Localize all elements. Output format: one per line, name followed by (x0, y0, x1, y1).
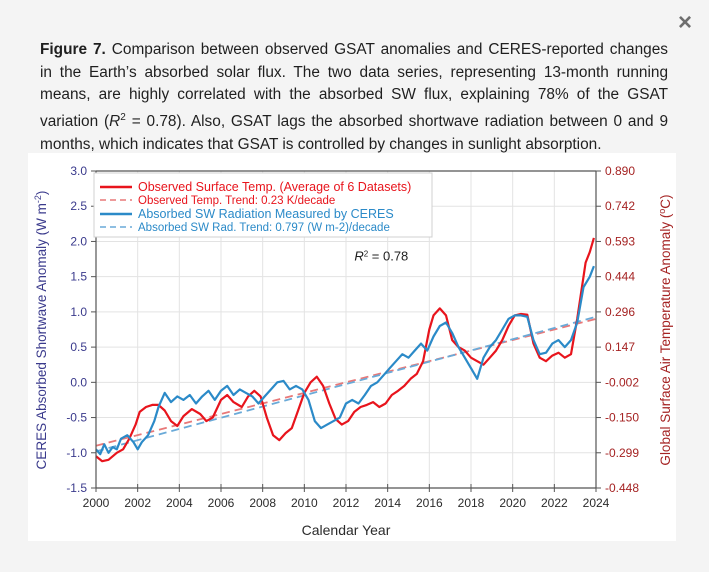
y-tick-label-right: -0.002 (605, 375, 639, 389)
y-tick-label-left: 1.0 (70, 305, 87, 319)
caption-text: Comparison between observed GSAT anomali… (40, 41, 668, 130)
series-lines (95, 237, 595, 463)
y-axis-title-right-sup: o (657, 209, 667, 214)
x-tick-label: 2002 (124, 496, 151, 510)
y-axis-title-left-main: CERES Absorbed Shortwave Anomaly (W m (34, 203, 49, 469)
y-tick-label-right: -0.150 (605, 411, 639, 425)
ticks: 3.0 2.5 2.0 1.5 1.0 0.5 0.0 -0.5 -1.0 -1.5 0.890 0.… (66, 164, 639, 510)
y-axis-title-left-end: ) (34, 191, 49, 196)
y-axis-title-right: Global Surface Air Temperature Anomaly (… (657, 194, 673, 465)
r2-value: = 0.78 (368, 248, 408, 263)
x-tick-label: 2016 (416, 496, 443, 510)
y-tick-label-left: -0.5 (66, 411, 87, 425)
x-tick-label: 2024 (583, 496, 610, 510)
y-axis-title-right-main: Global Surface Air Temperature Anomaly ( (658, 213, 673, 465)
y-tick-label-left: -1.0 (66, 446, 87, 460)
r2-sup: 2 (364, 249, 369, 258)
y-tick-label-right: 0.742 (605, 199, 635, 213)
y-tick-label-right: 0.296 (605, 305, 635, 319)
r2-symbol: R (354, 248, 363, 263)
close-icon[interactable]: × (677, 9, 692, 36)
y-tick-label-right: 0.147 (605, 340, 635, 354)
caption-text-after: = 0.78). Also, GSAT lags the absorbed sh… (40, 112, 668, 153)
y-axis-title-right-end: C) (658, 194, 673, 208)
y-tick-label-right: 0.890 (605, 164, 635, 178)
y-tick-label-left: 2.5 (70, 199, 87, 213)
caption-r-symbol: R (109, 112, 121, 130)
x-axis-title: Calendar Year (302, 522, 391, 538)
y-tick-label-right: -0.448 (605, 481, 639, 495)
x-tick-label: 2004 (166, 496, 193, 510)
y-tick-label-left: 0.5 (70, 340, 87, 354)
y-tick-label-right: 0.593 (605, 234, 635, 248)
figure-caption: Figure 7. Comparison between observed GS… (40, 39, 668, 156)
caption-r-sup: 2 (120, 111, 126, 123)
x-tick-label: 2000 (83, 496, 110, 510)
y-tick-label-right: 0.444 (605, 270, 635, 284)
y-tick-label-left: 3.0 (70, 164, 87, 178)
figure-label: Figure 7. (40, 41, 106, 58)
x-tick-label: 2018 (458, 496, 485, 510)
y-tick-label-right: -0.299 (605, 446, 639, 460)
legend-label-sw: Absorbed SW Radiation Measured by CERES (138, 207, 394, 221)
series-sw-trend (95, 315, 597, 453)
x-tick-label: 2012 (333, 496, 360, 510)
legend-label-temp: Observed Surface Temp. (Average of 6 Dat… (138, 180, 411, 194)
r-squared-annotation: R2 = 0.78 (354, 248, 408, 263)
x-tick-label: 2020 (499, 496, 526, 510)
legend-box (93, 172, 433, 238)
legend: Observed Surface Temp. (Average of 6 Dat… (93, 172, 433, 238)
series-ceres-sw (95, 265, 595, 456)
x-tick-label: 2010 (291, 496, 318, 510)
y-axis-title-left: CERES Absorbed Shortwave Anomaly (W m-2) (33, 191, 49, 470)
y-tick-label-left: -1.5 (66, 481, 87, 495)
legend-label-temp-trend: Observed Temp. Trend: 0.23 K/decade (138, 195, 335, 207)
x-tick-label: 2022 (541, 496, 568, 510)
y-tick-label-left: 0.0 (70, 375, 87, 389)
legend-label-sw-trend: Absorbed SW Rad. Trend: 0.797 (W m-2)/de… (138, 222, 390, 234)
y-axis-title-left-sup: -2 (33, 195, 43, 203)
y-tick-label-left: 2.0 (70, 234, 87, 248)
x-tick-label: 2006 (208, 496, 235, 510)
x-tick-label: 2008 (249, 496, 276, 510)
y-tick-label-left: 1.5 (70, 270, 87, 284)
x-tick-label: 2014 (374, 496, 401, 510)
